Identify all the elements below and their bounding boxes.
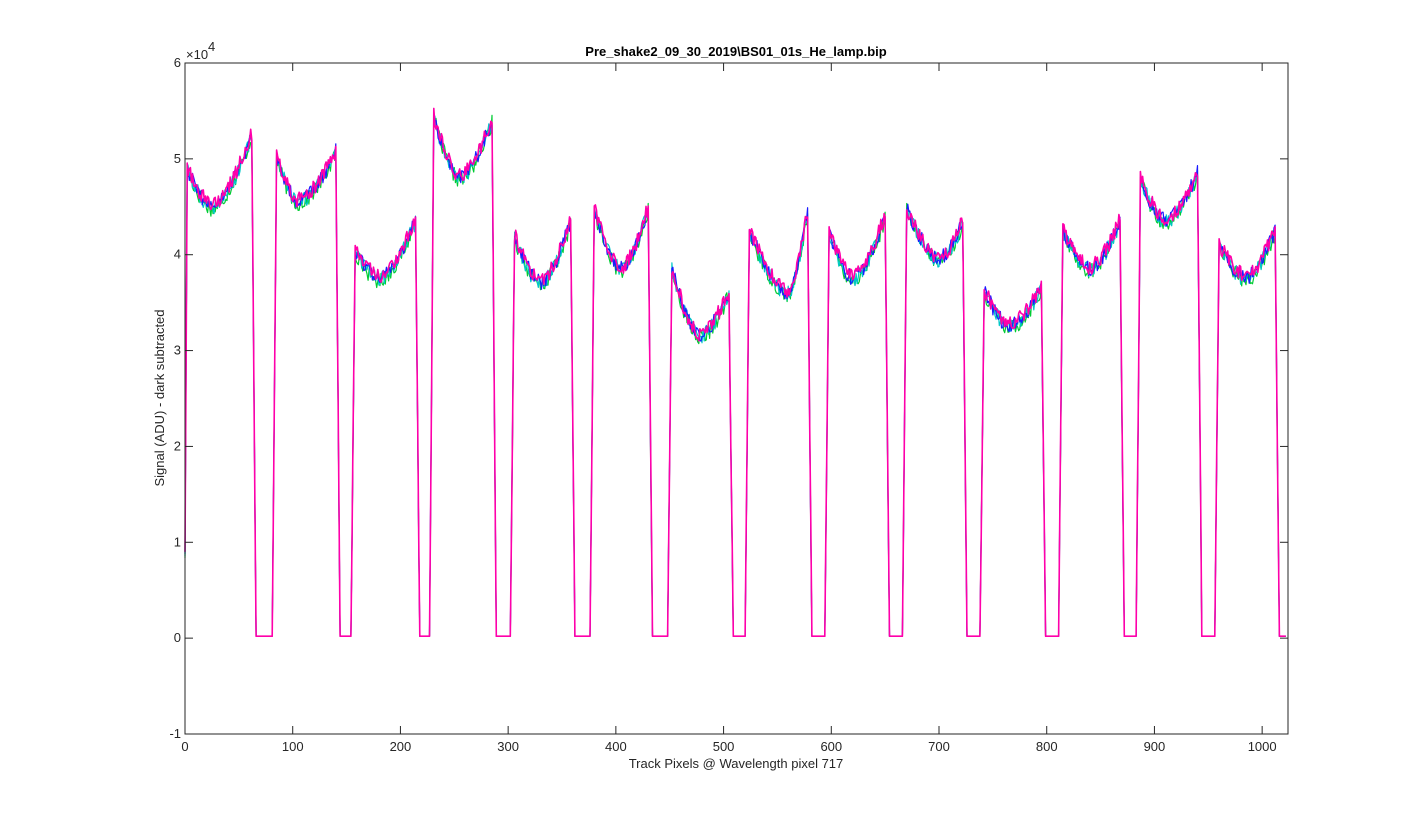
y-exponent-multiplier: ×10 xyxy=(186,47,208,62)
x-tick-label: 100 xyxy=(282,739,304,754)
chart-title: Pre_shake2_09_30_2019\BS01_01s_He_lamp.b… xyxy=(585,44,886,59)
y-tick-label: 4 xyxy=(174,247,181,262)
y-tick-label: 1 xyxy=(174,534,181,549)
axes-background xyxy=(185,63,1288,734)
x-tick-label: 200 xyxy=(390,739,412,754)
x-tick-label: 500 xyxy=(713,739,735,754)
series-layer xyxy=(184,107,1286,638)
y-axis-label: Signal (ADU) - dark subtracted xyxy=(152,309,167,486)
y-tick-label: 2 xyxy=(174,438,181,453)
y-tick-label: 6 xyxy=(174,55,181,70)
x-tick-label: 400 xyxy=(605,739,627,754)
y-tick-label: 0 xyxy=(174,630,181,645)
axes-box xyxy=(184,62,1289,735)
series-line-4 xyxy=(184,107,1286,638)
ticks-layer: 0 100 200 300 400 500 600 700 800 900 1000-1012345… xyxy=(169,55,1288,754)
x-tick-label: 800 xyxy=(1036,739,1058,754)
x-tick-label: 700 xyxy=(928,739,950,754)
x-tick-label: 600 xyxy=(820,739,842,754)
x-axis-label: Track Pixels @ Wavelength pixel 717 xyxy=(629,756,844,771)
x-tick-label: 300 xyxy=(497,739,519,754)
y-tick-label: 3 xyxy=(174,343,181,358)
y-tick-label: 5 xyxy=(174,151,181,166)
x-tick-label: 1000 xyxy=(1248,739,1277,754)
x-tick-label: 0 xyxy=(181,739,188,754)
x-tick-label: 900 xyxy=(1144,739,1166,754)
y-exponent-power: 4 xyxy=(208,39,215,54)
y-tick-label: -1 xyxy=(169,726,181,741)
